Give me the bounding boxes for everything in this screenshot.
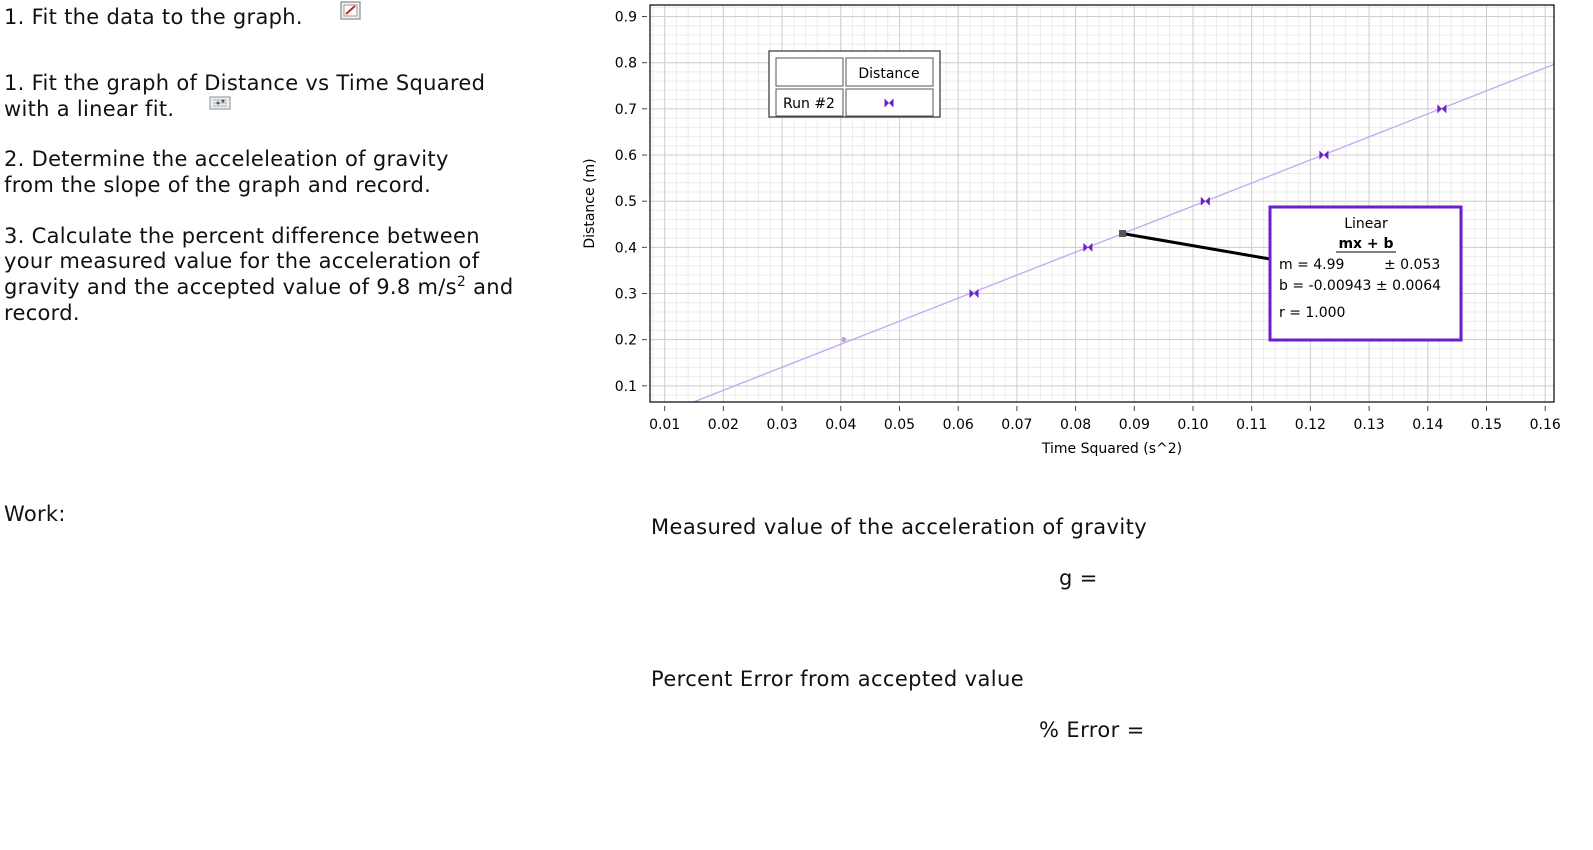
x-tick-label: 0.09 — [1119, 417, 1150, 433]
y-axis-label: Distance (m) — [582, 158, 598, 248]
x-tick-label: 0.06 — [943, 417, 974, 433]
x-tick-label: 0.13 — [1354, 417, 1385, 433]
y-tick-label: 0.6 — [615, 148, 637, 164]
edit-graph-icon[interactable] — [340, 1, 362, 21]
data-point-left — [1319, 150, 1324, 160]
data-point-right — [1087, 242, 1093, 252]
y-tick-label: 0.4 — [615, 240, 637, 256]
superscript-two: 2 — [456, 274, 467, 290]
x-tick-label: 0.01 — [649, 417, 680, 433]
x-tick-label: 0.07 — [1001, 417, 1032, 433]
step3-line3: gravity and the accepted value of 9.8 m/… — [4, 274, 514, 300]
y-tick-label: 0.7 — [615, 102, 637, 118]
x-tick-label: 0.10 — [1177, 417, 1208, 433]
y-tick-label: 0.9 — [615, 10, 637, 26]
x-tick-label: 0.05 — [884, 417, 915, 433]
legend-marker-bowtie — [884, 98, 894, 108]
data-point-right — [1205, 196, 1210, 206]
fit-slope: m = 4.99 — [1279, 257, 1344, 273]
data-point-right — [974, 289, 979, 299]
y-tick-label: 0.1 — [615, 379, 637, 395]
legend-header-distance: Distance — [858, 66, 919, 82]
step3-line4: record. — [4, 301, 80, 325]
step3-line2: your measured value for the acceleration… — [4, 249, 480, 273]
x-tick-label: 0.14 — [1412, 417, 1443, 433]
fit-title: Linear — [1344, 216, 1388, 232]
x-tick-label: 0.08 — [1060, 417, 1091, 433]
legend[interactable]: Distance Run #2 — [768, 50, 941, 118]
data-point-left — [1200, 196, 1206, 206]
linear-fit-box[interactable]: Linear mx + b m = 4.99 ± 0.053 b = -0.00… — [1268, 205, 1463, 342]
graph-options-icon[interactable] — [209, 96, 231, 110]
fit-intercept: b = -0.00943 ± 0.0064 — [1279, 278, 1441, 294]
fit-leader-line — [1122, 232, 1271, 261]
data-points — [841, 104, 1447, 343]
x-tick-label: 0.02 — [708, 417, 739, 433]
step3-line1: 3. Calculate the percent difference betw… — [4, 224, 480, 248]
data-point-left — [1083, 242, 1088, 252]
fit-correlation: r = 1.000 — [1279, 305, 1345, 321]
step1-line2: with a linear fit. — [4, 97, 175, 121]
instruction-heading: 1. Fit the data to the graph. — [4, 5, 303, 29]
data-point-left — [1437, 104, 1442, 114]
y-tick-label: 0.5 — [615, 194, 637, 210]
data-point-left — [969, 289, 975, 299]
step2-line2: from the slope of the graph and record. — [4, 173, 432, 197]
error-label: % Error = — [1039, 718, 1145, 742]
x-tick-label: 0.11 — [1236, 417, 1267, 433]
fit-slope-uncertainty: ± 0.053 — [1384, 257, 1440, 273]
legend-bowtie-right — [889, 98, 894, 108]
data-point-right — [1323, 150, 1329, 160]
g-label: g = — [1059, 566, 1098, 590]
legend-run-label: Run #2 — [783, 96, 835, 112]
y-tick-label: 0.3 — [615, 287, 637, 303]
x-tick-label: 0.03 — [766, 417, 797, 433]
excluded-data-point — [841, 337, 847, 343]
plot-frame — [649, 4, 1555, 403]
x-tick-label: 0.16 — [1530, 417, 1561, 433]
step3-line3-text: gravity and the accepted value of 9.8 m/… — [4, 275, 457, 299]
measured-label: Measured value of the acceleration of gr… — [651, 515, 1148, 539]
y-tick-label: 0.2 — [615, 333, 637, 349]
work-label: Work: — [4, 502, 66, 526]
data-point-right — [1441, 104, 1447, 114]
fit-anchor-handle[interactable] — [1119, 230, 1127, 238]
distance-vs-time-squared-chart[interactable]: 0.01 0.02 0.03 0.04 0.05 0.06 0.07 0.08 0.09 0.10… — [570, 0, 1580, 470]
y-tick-label: 0.8 — [615, 56, 637, 72]
x-tick-label: 0.04 — [825, 417, 856, 433]
step2-line1: 2. Determine the acceleleation of gravit… — [4, 147, 449, 171]
axis-ticks: 0.01 0.02 0.03 0.04 0.05 0.06 0.07 0.08 0.09 0.10… — [615, 10, 1561, 433]
fit-formula: mx + b — [1338, 236, 1393, 252]
step3-line3-end: and — [466, 275, 514, 299]
legend-bowtie-left — [884, 98, 889, 108]
step1-line1: 1. Fit the graph of Distance vs Time Squ… — [4, 71, 486, 95]
x-tick-label: 0.15 — [1471, 417, 1502, 433]
percent-label: Percent Error from accepted value — [651, 667, 1025, 691]
x-axis-label: Time Squared (s^2) — [1041, 441, 1182, 457]
x-tick-label: 0.12 — [1295, 417, 1326, 433]
